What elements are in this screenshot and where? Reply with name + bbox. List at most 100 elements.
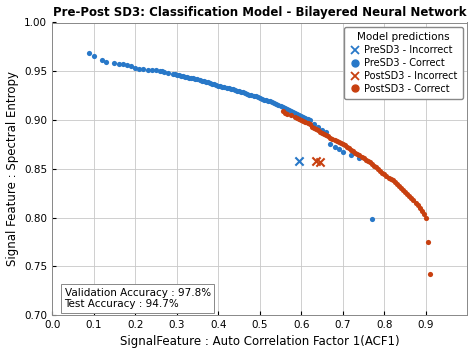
Point bbox=[256, 95, 263, 101]
Point bbox=[296, 116, 303, 122]
Point bbox=[173, 72, 181, 78]
X-axis label: SignalFeature : Auto Correlation Factor 1(ACF1): SignalFeature : Auto Correlation Factor … bbox=[120, 336, 400, 348]
Point bbox=[298, 113, 305, 119]
Point bbox=[214, 83, 222, 89]
Point bbox=[393, 182, 401, 187]
Point bbox=[335, 147, 342, 152]
Point bbox=[237, 89, 245, 95]
Point bbox=[283, 111, 290, 117]
Point bbox=[289, 109, 297, 115]
Point bbox=[281, 105, 289, 111]
Point bbox=[285, 107, 293, 113]
Point bbox=[252, 93, 259, 98]
Point bbox=[350, 148, 357, 154]
Text: Validation Accuracy : 97.8%
Test Accuracy : 94.7%: Validation Accuracy : 97.8% Test Accurac… bbox=[64, 288, 210, 309]
Point bbox=[223, 85, 230, 91]
Point bbox=[316, 159, 324, 165]
Point bbox=[169, 72, 176, 77]
Point bbox=[318, 130, 326, 136]
Point bbox=[320, 131, 328, 137]
Point bbox=[296, 158, 303, 164]
Point bbox=[381, 171, 388, 177]
Point bbox=[333, 139, 341, 144]
Point bbox=[387, 176, 394, 181]
Title: Pre-Post SD3: Classification Model - Bilayered Neural Network: Pre-Post SD3: Classification Model - Bil… bbox=[53, 6, 466, 18]
Point bbox=[302, 119, 309, 125]
Point bbox=[204, 79, 211, 85]
Point bbox=[312, 126, 320, 132]
Point bbox=[208, 81, 216, 87]
Point bbox=[414, 202, 421, 208]
Point bbox=[250, 93, 257, 98]
Point bbox=[192, 76, 199, 82]
Point bbox=[175, 72, 183, 78]
Point bbox=[351, 150, 359, 156]
Point bbox=[111, 61, 118, 66]
Point bbox=[372, 164, 380, 170]
Point bbox=[217, 83, 224, 89]
Y-axis label: Signal Feature : Spectral Entropy: Signal Feature : Spectral Entropy bbox=[6, 71, 18, 266]
Point bbox=[304, 120, 311, 126]
Point bbox=[395, 183, 403, 189]
Point bbox=[354, 151, 361, 157]
Point bbox=[127, 64, 135, 69]
Point bbox=[337, 141, 344, 146]
Point bbox=[318, 127, 326, 133]
Point bbox=[368, 217, 376, 222]
Point bbox=[279, 108, 286, 114]
Point bbox=[293, 115, 301, 121]
Point bbox=[356, 155, 363, 161]
Point bbox=[329, 136, 336, 141]
Point bbox=[299, 118, 307, 124]
Point bbox=[399, 187, 407, 193]
Point bbox=[418, 208, 426, 213]
Point bbox=[136, 67, 143, 72]
Point bbox=[368, 161, 376, 167]
Point bbox=[374, 166, 382, 172]
Point bbox=[90, 53, 97, 58]
Point bbox=[160, 69, 168, 75]
Point bbox=[314, 127, 322, 133]
Point bbox=[291, 110, 299, 116]
Point bbox=[275, 103, 282, 108]
Point bbox=[119, 62, 126, 67]
Point bbox=[277, 103, 284, 109]
Point bbox=[316, 129, 324, 135]
Point bbox=[258, 96, 266, 101]
Point bbox=[312, 158, 320, 164]
Point bbox=[200, 78, 208, 84]
Point bbox=[391, 179, 399, 185]
Point bbox=[296, 112, 303, 118]
Point bbox=[293, 111, 301, 117]
Point bbox=[326, 142, 334, 147]
Point bbox=[347, 147, 355, 153]
Point bbox=[383, 173, 390, 178]
Point bbox=[405, 193, 413, 199]
Point bbox=[235, 88, 243, 93]
Point bbox=[227, 86, 235, 92]
Point bbox=[299, 114, 307, 120]
Point bbox=[86, 50, 93, 56]
Point bbox=[345, 145, 353, 151]
Point bbox=[339, 149, 347, 155]
Point bbox=[287, 112, 295, 118]
Point bbox=[231, 87, 239, 93]
Point bbox=[196, 77, 203, 83]
Point bbox=[424, 239, 432, 245]
Point bbox=[244, 91, 251, 97]
Point bbox=[298, 117, 305, 123]
Point bbox=[123, 63, 131, 68]
Point bbox=[165, 70, 172, 76]
Point bbox=[225, 85, 232, 91]
Point bbox=[239, 89, 247, 95]
Point bbox=[422, 215, 429, 220]
Point bbox=[343, 144, 351, 150]
Point bbox=[184, 74, 191, 80]
Point bbox=[331, 137, 338, 142]
Point bbox=[324, 133, 332, 138]
Point bbox=[356, 152, 363, 158]
Legend: PreSD3 - Incorrect, PreSD3 - Correct, PostSD3 - Incorrect, PostSD3 - Correct: PreSD3 - Incorrect, PreSD3 - Correct, Po… bbox=[344, 27, 463, 99]
Point bbox=[98, 57, 106, 62]
Point bbox=[310, 121, 317, 127]
Point bbox=[360, 155, 368, 161]
